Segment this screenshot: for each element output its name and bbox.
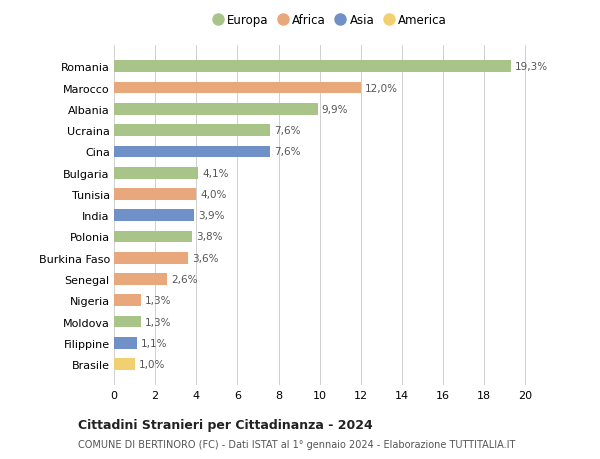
Text: 4,1%: 4,1% — [202, 168, 229, 178]
Bar — [114, 231, 192, 243]
Text: 9,9%: 9,9% — [322, 105, 348, 115]
Bar — [114, 252, 188, 264]
Text: COMUNE DI BERTINORO (FC) - Dati ISTAT al 1° gennaio 2024 - Elaborazione TUTTITAL: COMUNE DI BERTINORO (FC) - Dati ISTAT al… — [78, 440, 515, 449]
Legend: Europa, Africa, Asia, America: Europa, Africa, Asia, America — [213, 14, 447, 28]
Text: 1,3%: 1,3% — [145, 317, 172, 327]
Bar — [114, 210, 194, 222]
Text: 19,3%: 19,3% — [515, 62, 548, 72]
Text: 7,6%: 7,6% — [274, 147, 301, 157]
Bar — [114, 189, 196, 200]
Bar — [114, 316, 141, 328]
Bar — [114, 358, 134, 370]
Text: 3,8%: 3,8% — [196, 232, 223, 242]
Bar — [114, 274, 167, 285]
Bar — [114, 125, 271, 137]
Text: 1,1%: 1,1% — [141, 338, 167, 348]
Text: 2,6%: 2,6% — [172, 274, 198, 285]
Text: Cittadini Stranieri per Cittadinanza - 2024: Cittadini Stranieri per Cittadinanza - 2… — [78, 418, 373, 431]
Bar — [114, 295, 141, 307]
Text: 3,6%: 3,6% — [192, 253, 218, 263]
Bar — [114, 146, 271, 158]
Bar — [114, 168, 199, 179]
Text: 3,9%: 3,9% — [199, 211, 225, 221]
Text: 1,0%: 1,0% — [139, 359, 165, 369]
Bar — [114, 83, 361, 94]
Bar — [114, 337, 137, 349]
Text: 4,0%: 4,0% — [200, 190, 227, 200]
Text: 1,3%: 1,3% — [145, 296, 172, 306]
Bar — [114, 104, 317, 116]
Text: 12,0%: 12,0% — [365, 84, 398, 93]
Bar — [114, 62, 511, 73]
Text: 7,6%: 7,6% — [274, 126, 301, 136]
